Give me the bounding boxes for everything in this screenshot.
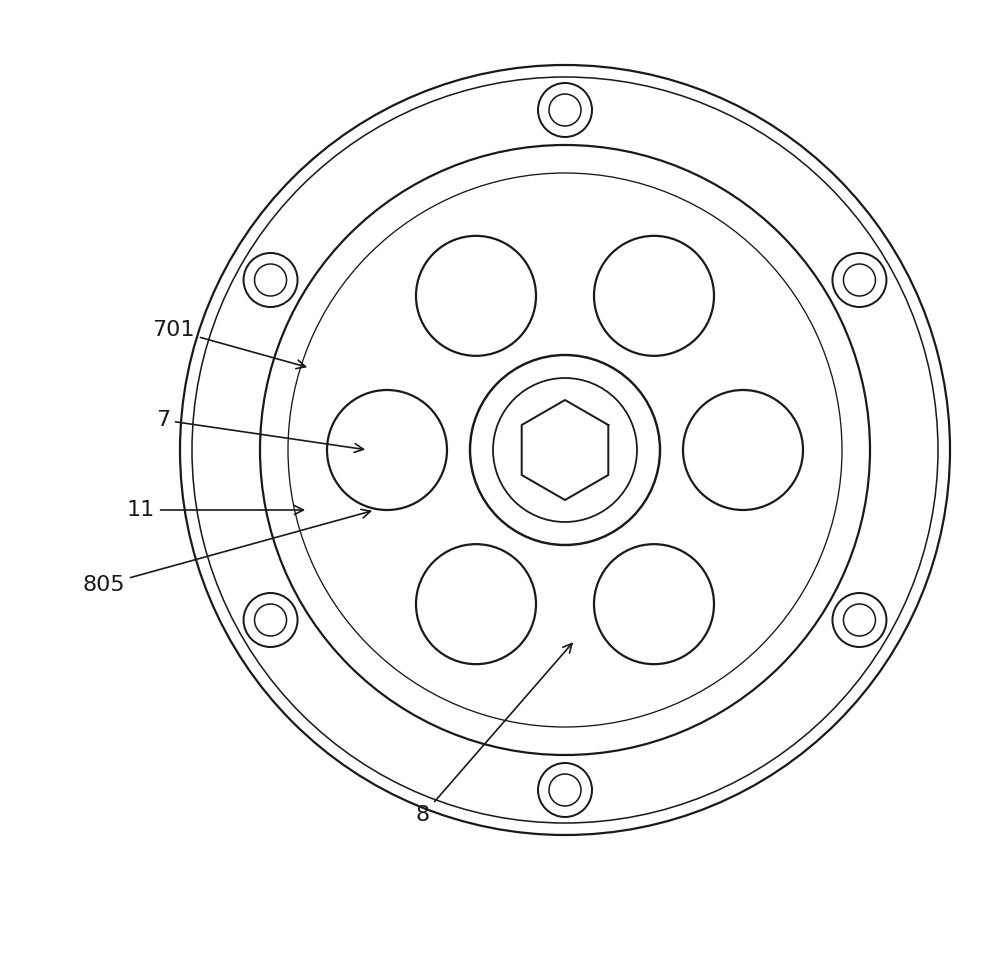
Text: 11: 11 (127, 500, 303, 520)
Text: 8: 8 (416, 644, 572, 825)
Text: 701: 701 (152, 320, 306, 369)
Text: 7: 7 (156, 410, 363, 453)
Text: 805: 805 (82, 509, 371, 595)
